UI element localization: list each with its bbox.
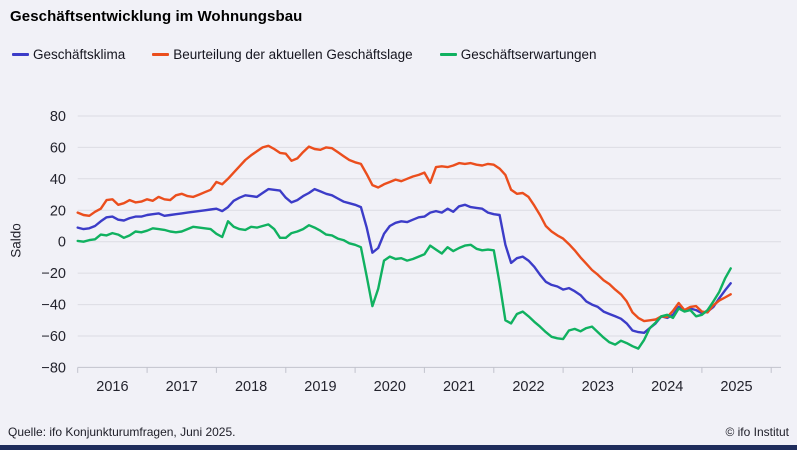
y-axis-tick-label: 60 [50, 140, 66, 156]
x-axis-tick-label: 2025 [720, 379, 752, 395]
y-axis-tick-label: 80 [50, 109, 66, 125]
y-axis-tick-label: 40 [50, 172, 66, 188]
y-axis-tick-label: 0 [58, 235, 66, 251]
chart-title: Geschäftsentwicklung im Wohnungsbau [10, 8, 303, 25]
x-axis-tick-label: 2022 [512, 379, 544, 395]
legend-swatch-geschaeftsklima-icon [12, 52, 29, 57]
legend-item-geschaeftsklima: Geschäftsklima [12, 47, 125, 62]
y-axis-tick-label: −60 [41, 329, 66, 345]
x-axis-tick-label: 2019 [304, 379, 336, 395]
y-axis-tick-label: −40 [41, 298, 66, 314]
x-axis-tick-label: 2020 [374, 379, 406, 395]
x-axis-tick-label: 2018 [235, 379, 267, 395]
legend: Geschäftsklima Beurteilung der aktuellen… [12, 47, 597, 62]
legend-item-geschaeftslage: Beurteilung der aktuellen Geschäftslage [152, 47, 413, 62]
legend-item-geschaeftserwartungen: Geschäftserwartungen [439, 47, 597, 62]
brand-bar [0, 445, 797, 450]
x-axis-tick-label: 2017 [166, 379, 198, 395]
y-axis-tick-label: −80 [41, 360, 66, 376]
series-line-2 [76, 220, 732, 350]
legend-swatch-geschaeftserwartungen-icon [439, 52, 457, 57]
series-line-1 [76, 144, 732, 323]
legend-swatch-geschaeftslage-icon [152, 52, 170, 57]
copyright-note: © ifo Institut [725, 425, 789, 439]
x-axis-tick-label: 2016 [96, 379, 128, 395]
series-line-0 [76, 187, 732, 334]
x-axis-tick-label: 2024 [651, 379, 683, 395]
source-note: Quelle: ifo Konjunkturumfragen, Juni 202… [8, 425, 236, 439]
x-axis-tick-label: 2023 [582, 379, 614, 395]
y-axis-tick-label: 20 [50, 203, 66, 219]
y-axis-tick-label: −20 [41, 266, 66, 282]
y-axis-title: Saldo [8, 223, 24, 258]
legend-label-geschaeftsklima: Geschäftsklima [33, 47, 126, 62]
x-axis-tick-label: 2021 [443, 379, 475, 395]
legend-label-geschaeftserwartungen: Geschäftserwartungen [460, 47, 597, 62]
legend-label-geschaeftslage: Beurteilung der aktuellen Geschäftslage [173, 47, 413, 62]
